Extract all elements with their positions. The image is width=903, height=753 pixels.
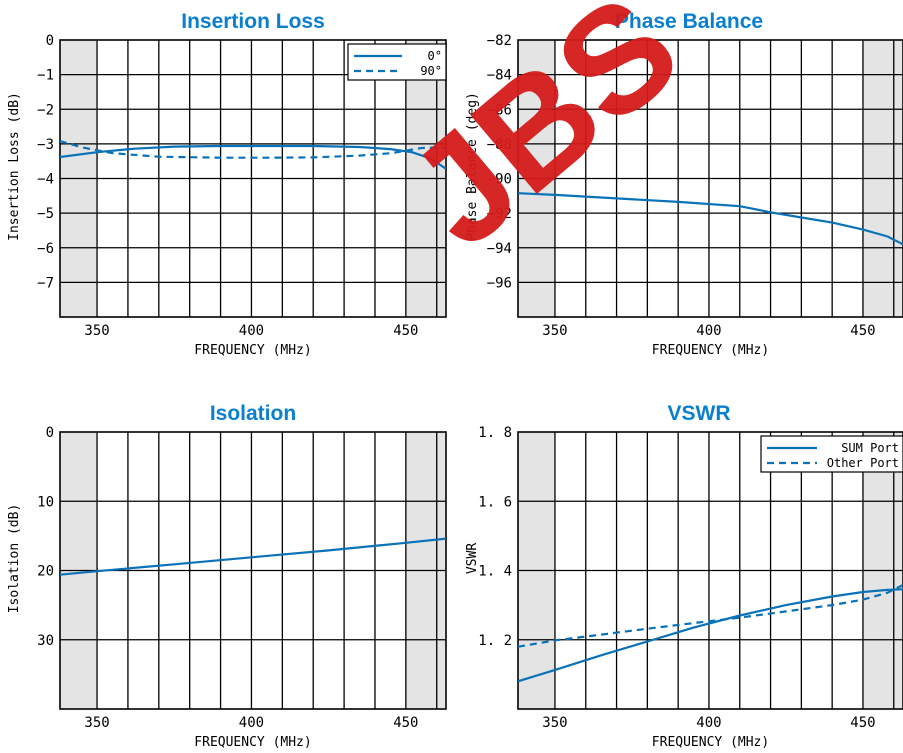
x-tick-label: 400 bbox=[696, 715, 721, 731]
series-line-0- bbox=[60, 144, 446, 170]
series-line-0 bbox=[60, 537, 446, 576]
series-line-90- bbox=[60, 140, 446, 159]
chart-title: VSWR bbox=[668, 402, 731, 425]
chart-title: Phase Balance bbox=[615, 10, 763, 33]
y-tick-label: −96 bbox=[487, 275, 512, 291]
y-tick-label: −7 bbox=[37, 275, 54, 291]
y-tick-label: −88 bbox=[487, 137, 512, 153]
chart-title: Insertion Loss bbox=[181, 10, 325, 33]
legend-label: SUM Port bbox=[841, 441, 899, 455]
y-axis-label: Insertion Loss (dB) bbox=[7, 92, 22, 241]
plot-frame bbox=[59, 39, 447, 318]
x-tick-label: 350 bbox=[542, 715, 567, 731]
y-tick-label: 1. 8 bbox=[478, 425, 512, 441]
y-tick-label: 30 bbox=[37, 633, 54, 649]
x-tick-label: 400 bbox=[696, 323, 721, 339]
plot-frame bbox=[517, 431, 903, 710]
x-tick-label: 450 bbox=[393, 323, 418, 339]
y-tick-label: −3 bbox=[37, 137, 54, 153]
legend-label: 90° bbox=[420, 64, 442, 78]
chart-pb: −82 −84 −86 −88 −90 −92 −94 −96 350 400 450 Phase B… bbox=[465, 10, 903, 358]
charts-layer: 0 −1 −2 −3 −4 −5 −6 −7 350 400 450 Insertion Loss FR… bbox=[7, 10, 903, 750]
y-tick-label: 20 bbox=[37, 564, 54, 580]
series-line-sum-port bbox=[518, 588, 903, 683]
x-tick-label: 450 bbox=[393, 715, 418, 731]
x-axis-label: FREQUENCY (MHz) bbox=[652, 735, 769, 750]
x-tick-label: 450 bbox=[850, 323, 875, 339]
legend-label: 0° bbox=[428, 49, 442, 63]
x-tick-label: 350 bbox=[84, 715, 109, 731]
y-tick-label: −90 bbox=[487, 172, 512, 188]
x-tick-label: 400 bbox=[239, 715, 264, 731]
y-tick-label: 0 bbox=[46, 33, 54, 49]
chart-il: 0 −1 −2 −3 −4 −5 −6 −7 350 400 450 Insertion Loss FR… bbox=[7, 10, 447, 358]
y-tick-label: −92 bbox=[487, 206, 512, 222]
legend-box bbox=[347, 43, 447, 81]
y-tick-label: −84 bbox=[487, 68, 512, 84]
y-tick-label: −86 bbox=[487, 102, 512, 118]
y-tick-label: 10 bbox=[37, 494, 54, 510]
y-tick-label: −1 bbox=[37, 68, 54, 84]
y-tick-label: −94 bbox=[487, 241, 512, 257]
y-tick-label: 1. 4 bbox=[478, 564, 512, 580]
x-axis-label: FREQUENCY (MHz) bbox=[652, 343, 769, 358]
chart-iso: 0 10 20 30 350 400 450 Isolation FREQUENCY (MHz)… bbox=[7, 402, 447, 750]
legend: 0°90° bbox=[347, 43, 447, 81]
x-axis-label: FREQUENCY (MHz) bbox=[194, 343, 311, 358]
plot-frame bbox=[517, 39, 903, 318]
legend-label: Other Port bbox=[827, 456, 899, 470]
y-axis-label: Isolation (dB) bbox=[7, 504, 22, 614]
y-tick-label: 0 bbox=[46, 425, 54, 441]
y-tick-label: −6 bbox=[37, 241, 54, 257]
y-tick-label: −82 bbox=[487, 33, 512, 49]
chart-title: Isolation bbox=[210, 402, 296, 425]
y-tick-label: 1. 6 bbox=[478, 494, 512, 510]
y-tick-label: −2 bbox=[37, 102, 54, 118]
y-axis-label: VSWR bbox=[465, 543, 480, 574]
y-tick-label: 1. 2 bbox=[478, 633, 512, 649]
plot-frame bbox=[59, 431, 447, 710]
y-tick-label: −4 bbox=[37, 172, 54, 188]
y-tick-label: −5 bbox=[37, 206, 54, 222]
x-tick-label: 400 bbox=[239, 323, 264, 339]
x-tick-label: 350 bbox=[542, 323, 567, 339]
x-tick-label: 450 bbox=[850, 715, 875, 731]
chart-vswr: 1. 8 1. 6 1. 4 1. 2 350 400 450 VSWR FREQUENCY (… bbox=[465, 402, 903, 750]
y-axis-label: Phase Balance (deg) bbox=[465, 92, 480, 241]
x-axis-label: FREQUENCY (MHz) bbox=[194, 735, 311, 750]
legend-box bbox=[760, 435, 903, 473]
series-line-0 bbox=[518, 192, 903, 246]
x-tick-label: 350 bbox=[84, 323, 109, 339]
